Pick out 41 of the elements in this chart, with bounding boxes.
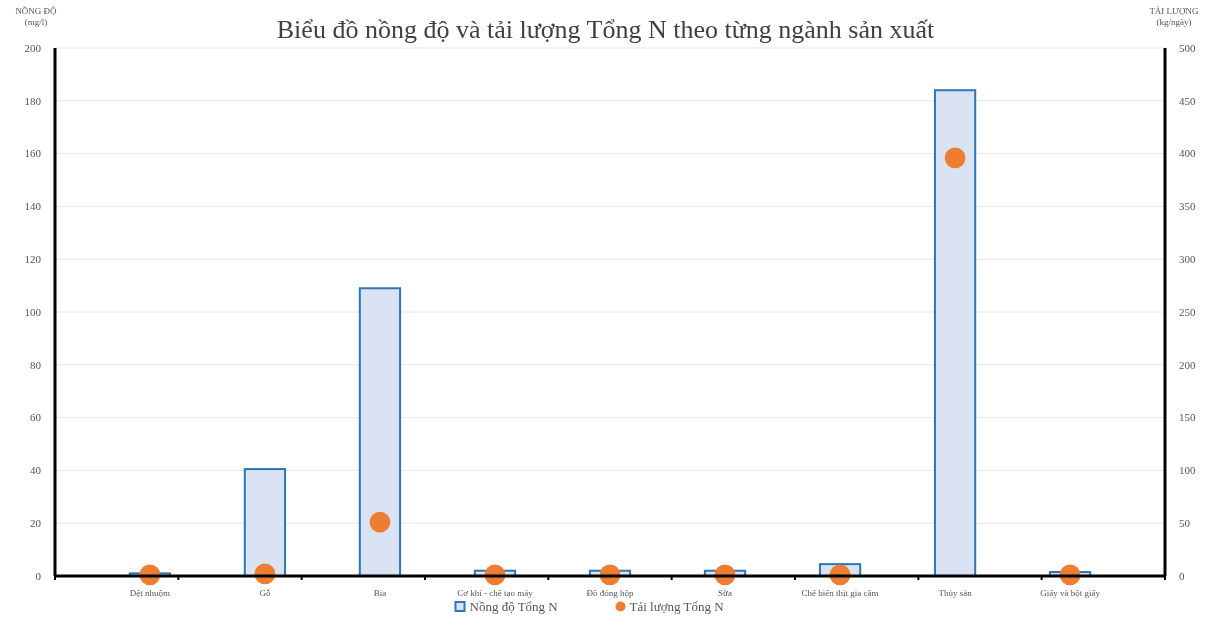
legend-label: Tải lượng Tổng N (629, 599, 725, 614)
x-tick-label: Đồ đóng hộp (586, 588, 634, 598)
x-tick-label: Gỗ (259, 588, 271, 598)
y2-tick-label: 450 (1179, 94, 1196, 107)
y2-tick-label: 100 (1179, 464, 1196, 477)
y-tick-label: 40 (30, 464, 42, 477)
y2-tick-label: 200 (1179, 358, 1196, 371)
y-tick-label: 60 (30, 411, 42, 424)
y-tick-label: 120 (24, 253, 42, 266)
x-tick-label: Thủy sản (938, 588, 973, 598)
y2-tick-label: 0 (1179, 569, 1185, 582)
chart-title: Biểu đồ nồng độ và tải lượng Tổng N theo từng ngành sản xuất (276, 15, 935, 44)
point (944, 147, 966, 169)
bar (933, 89, 977, 577)
y-tick-label: 140 (24, 200, 42, 213)
x-tick-label: Dệt nhuộm (129, 588, 171, 598)
y2-axis-title: TẢI LƯỢNG (kg/ngày) (1149, 6, 1200, 27)
x-tick-label: Bia (373, 588, 387, 598)
y-tick-label: 20 (30, 517, 42, 530)
x-tick-label: Sữa (718, 588, 732, 598)
x-tick-label: Giấy và bột giấy (1040, 588, 1101, 598)
y-tick-label: 0 (35, 569, 42, 582)
x-tick-label: Cơ khí - chế tạo máy (457, 588, 534, 598)
point (369, 511, 391, 533)
x-tick-label: Chế biến thịt gia cầm (801, 588, 879, 598)
y-tick-label: 80 (30, 358, 42, 371)
y-tick-label: 160 (24, 147, 42, 160)
y-tick-label: 100 (24, 305, 42, 318)
y2-tick-label: 400 (1179, 147, 1196, 160)
y2-tick-label: 150 (1179, 411, 1196, 424)
y-tick-label: 200 (24, 41, 42, 54)
legend-label: Nồng độ Tổng N (469, 599, 559, 614)
y2-tick-label: 350 (1179, 200, 1196, 213)
y2-tick-label: 300 (1179, 253, 1196, 266)
y-tick-label: 180 (24, 94, 42, 107)
bar (358, 287, 402, 577)
y-axis-title: NỒNG ĐỘ (mg/l) (15, 6, 58, 27)
bar (243, 468, 287, 577)
y2-tick-label: 250 (1179, 305, 1196, 318)
y2-tick-label: 50 (1179, 517, 1191, 530)
y2-tick-label: 500 (1179, 41, 1196, 54)
